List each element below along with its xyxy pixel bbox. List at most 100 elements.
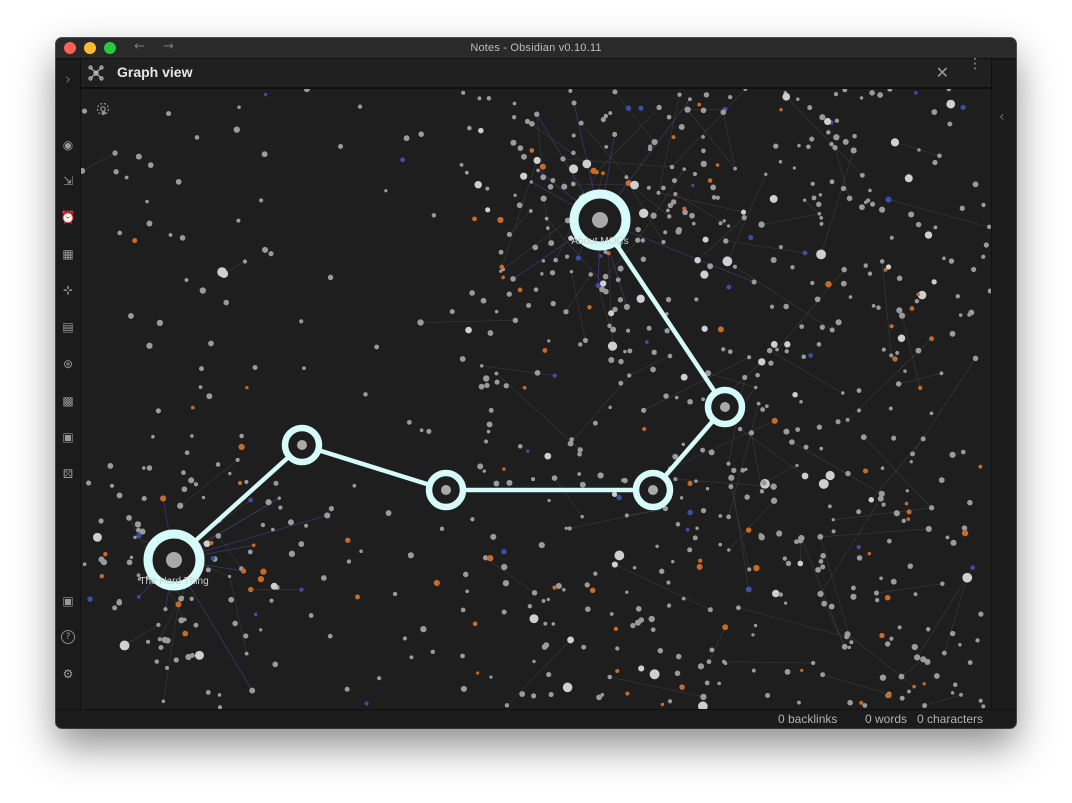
graph-node[interactable] (741, 214, 747, 221)
graph-node[interactable] (638, 208, 649, 218)
graph-node[interactable] (116, 599, 123, 606)
graph-node[interactable] (844, 634, 850, 640)
graph-node[interactable] (727, 224, 731, 228)
chevron-right-icon[interactable]: › (65, 70, 71, 88)
graph-node[interactable] (723, 661, 728, 666)
graph-node[interactable] (112, 605, 118, 611)
graph-node[interactable] (484, 439, 489, 444)
help-icon[interactable]: ? (61, 630, 75, 644)
graph-node[interactable] (551, 622, 556, 626)
graph-node[interactable] (718, 542, 723, 547)
graph-node[interactable] (816, 249, 826, 260)
graph-node[interactable] (402, 636, 408, 641)
graph-node[interactable] (863, 200, 868, 205)
graph-node[interactable] (384, 189, 388, 193)
graph-node[interactable] (99, 574, 104, 579)
graph-node[interactable] (524, 118, 531, 124)
graph-node[interactable] (817, 211, 822, 216)
graph-node[interactable] (529, 120, 535, 127)
graph-node[interactable] (816, 201, 822, 208)
graph-node[interactable] (907, 563, 914, 569)
graph-node[interactable] (778, 245, 783, 250)
graph-node[interactable] (718, 514, 723, 518)
graph-node[interactable] (160, 495, 167, 502)
graph-node[interactable] (924, 658, 931, 665)
graph-node[interactable] (669, 164, 675, 170)
graph-node[interactable] (650, 366, 656, 373)
graph-node[interactable] (753, 564, 760, 572)
graph-node[interactable] (417, 319, 424, 326)
graph-node[interactable] (612, 131, 618, 137)
graph-node[interactable] (797, 143, 801, 148)
graph-node[interactable] (792, 392, 798, 398)
graph-node[interactable] (968, 309, 975, 316)
graph-node[interactable] (542, 348, 548, 353)
graph-node[interactable] (132, 238, 138, 244)
graph-node[interactable] (613, 626, 619, 632)
graph-node[interactable] (710, 184, 717, 191)
graph-node[interactable] (978, 698, 983, 703)
graph-node[interactable] (136, 573, 141, 578)
graph-node[interactable] (519, 691, 526, 697)
graph-node[interactable] (891, 435, 897, 441)
graph-node[interactable] (946, 89, 952, 92)
note-stack-icon[interactable]: ▤ (62, 320, 74, 334)
graph-node[interactable] (784, 601, 788, 605)
graph-node[interactable] (236, 218, 241, 223)
graph-node[interactable] (852, 133, 857, 139)
graph-node[interactable] (906, 509, 912, 515)
graph-node[interactable] (512, 317, 519, 324)
graph-node[interactable] (578, 342, 583, 347)
graph-node[interactable] (825, 470, 835, 481)
graph-node[interactable] (494, 379, 500, 385)
graph-node[interactable] (850, 147, 857, 154)
graph-node[interactable] (461, 90, 466, 95)
graph-node[interactable] (698, 558, 703, 563)
graph-node[interactable] (775, 347, 779, 352)
graph-node[interactable] (972, 181, 979, 188)
graph-node[interactable] (877, 495, 884, 502)
graph-node[interactable] (816, 424, 823, 430)
graph-node[interactable] (164, 637, 171, 644)
graph-node[interactable] (715, 163, 720, 167)
graph-node[interactable] (806, 144, 811, 150)
graph-node[interactable] (960, 104, 966, 110)
graph-node[interactable] (914, 654, 921, 661)
graph-node[interactable] (722, 256, 733, 267)
graph-node[interactable] (625, 180, 632, 187)
graph-node[interactable] (135, 153, 142, 160)
graph-node[interactable] (587, 305, 592, 310)
graph-node[interactable] (666, 603, 672, 608)
vault-icon[interactable]: ▣ (62, 594, 74, 608)
graph-node[interactable] (490, 533, 497, 540)
graph-node[interactable] (269, 598, 274, 603)
graph-node[interactable] (139, 528, 146, 535)
graph-node[interactable] (609, 612, 614, 616)
graph-node[interactable] (406, 419, 412, 425)
graph-node[interactable] (228, 574, 232, 579)
graph-node[interactable] (137, 577, 142, 581)
graph-node[interactable] (769, 304, 775, 309)
graph-node[interactable] (357, 104, 363, 109)
graph-node[interactable] (615, 646, 620, 651)
graph-node[interactable] (611, 491, 618, 497)
graph-node[interactable] (618, 358, 624, 365)
graph-node[interactable] (146, 639, 151, 644)
graph-node[interactable] (161, 699, 166, 704)
graph-node[interactable] (634, 619, 641, 626)
graph-node[interactable] (571, 150, 576, 156)
path-node[interactable] (441, 485, 451, 495)
dice-icon[interactable]: ⚄ (62, 467, 74, 481)
graph-node[interactable] (890, 578, 897, 585)
graph-node[interactable] (801, 472, 809, 480)
graph-node[interactable] (704, 680, 710, 686)
graph-node[interactable] (190, 434, 194, 438)
graph-node[interactable] (155, 408, 161, 414)
graph-node[interactable] (747, 355, 752, 360)
close-window-button[interactable] (64, 42, 76, 54)
graph-node[interactable] (517, 287, 523, 293)
graph-node[interactable] (790, 265, 795, 270)
graph-node[interactable] (459, 356, 466, 362)
graph-node[interactable] (512, 115, 517, 120)
graph-node[interactable] (259, 628, 263, 632)
